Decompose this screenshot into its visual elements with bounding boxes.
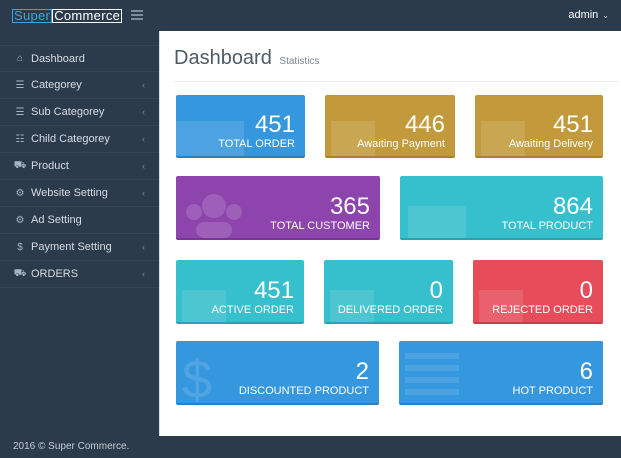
stat-card-total-customer[interactable]: 365 TOTAL CUSTOMER bbox=[176, 176, 380, 240]
sidebar-item-orders[interactable]: ⛟ ORDERS ‹ bbox=[0, 261, 159, 288]
sidebar-item-label: Dashboard bbox=[31, 52, 85, 65]
cart-icon: ⛟ bbox=[13, 159, 27, 171]
footer: 2016 © Super Commerce. bbox=[0, 436, 621, 458]
sidebar-item-label: Ad Setting bbox=[31, 214, 82, 226]
stat-card-total-order[interactable]: 451 TOTAL ORDER bbox=[176, 95, 305, 158]
stat-value: 6 bbox=[579, 358, 593, 385]
stat-card-total-product[interactable]: 864 TOTAL PRODUCT bbox=[400, 176, 603, 240]
dollar-icon: $ bbox=[17, 241, 23, 253]
list-bar-icon bbox=[405, 389, 459, 395]
stat-card-delivered-order[interactable]: 0 DELIVERED ORDER bbox=[324, 260, 453, 324]
sidebar-item-categorey[interactable]: ☰ Categorey ‹ bbox=[0, 72, 159, 99]
list-bar-icon bbox=[405, 353, 459, 359]
card-bg-icon bbox=[330, 290, 374, 322]
chevron-left-icon: ‹ bbox=[142, 107, 145, 117]
list-ul-icon: ☷ bbox=[15, 133, 25, 145]
cogs-icon: ⚙ bbox=[15, 214, 25, 226]
home-icon: ⌂ bbox=[16, 53, 24, 64]
brand-part-2: Commerce bbox=[52, 8, 123, 23]
sidebar-item-ad-setting[interactable]: ⚙ Ad Setting bbox=[0, 207, 159, 234]
sidebar-item-label: Categorey bbox=[31, 79, 82, 91]
stat-card-rejected-order[interactable]: 0 REJECTED ORDER bbox=[473, 260, 603, 324]
stat-label: TOTAL ORDER bbox=[218, 138, 295, 150]
stat-value: 0 bbox=[579, 277, 593, 304]
chevron-left-icon: ‹ bbox=[142, 242, 145, 252]
stat-card-hot-product[interactable]: 6 HOT PRODUCT bbox=[399, 341, 603, 405]
stat-label: REJECTED ORDER bbox=[492, 304, 593, 316]
sidebar-item-payment-setting[interactable]: $ Payment Setting ‹ bbox=[0, 234, 159, 261]
brand-part-1: Super bbox=[12, 8, 53, 23]
stat-value: 864 bbox=[552, 193, 593, 220]
dollar-icon: $ bbox=[182, 350, 213, 405]
sidebar-item-product[interactable]: ⛟ Product ‹ bbox=[0, 153, 159, 180]
top-navbar: Super Commerce admin ⌄ bbox=[0, 0, 621, 31]
chevron-left-icon: ‹ bbox=[142, 188, 145, 198]
page-title: Dashboard Statistics bbox=[174, 47, 319, 70]
chevron-down-icon: ⌄ bbox=[602, 11, 609, 20]
sidebar-item-child-categorey[interactable]: ☷ Child Categorey ‹ bbox=[0, 126, 159, 153]
sidebar-item-label: ORDERS bbox=[31, 268, 79, 280]
chevron-left-icon: ‹ bbox=[142, 269, 145, 279]
main-content: Dashboard Statistics 451 TOTAL ORDER 446… bbox=[159, 31, 621, 436]
stat-value: 0 bbox=[429, 277, 443, 304]
stat-value: 365 bbox=[329, 193, 370, 220]
page-subtitle: Statistics bbox=[279, 56, 320, 67]
list-bar-icon bbox=[405, 365, 459, 371]
stat-card-awaiting-delivery[interactable]: 451 Awaiting Delivery bbox=[475, 95, 603, 158]
stat-label: TOTAL CUSTOMER bbox=[270, 220, 370, 232]
chevron-left-icon: ‹ bbox=[142, 80, 145, 90]
sidebar-item-label: Child Categorey bbox=[31, 133, 110, 145]
stat-card-active-order[interactable]: 451 ACTIVE ORDER bbox=[176, 260, 304, 324]
stat-value: 2 bbox=[355, 358, 369, 385]
sidebar-item-website-setting[interactable]: ⚙ Website Setting ‹ bbox=[0, 180, 159, 207]
stat-label: Awaiting Delivery bbox=[508, 138, 593, 150]
sidebar-item-label: Payment Setting bbox=[31, 241, 112, 253]
menu-toggle-icon[interactable] bbox=[131, 10, 143, 20]
page-title-text: Dashboard bbox=[174, 47, 272, 69]
stat-value: 451 bbox=[253, 277, 294, 304]
cart-icon: ⛟ bbox=[13, 267, 27, 279]
sidebar-item-label: Sub Categorey bbox=[31, 106, 105, 118]
stat-label: TOTAL PRODUCT bbox=[501, 220, 593, 232]
card-bg-icon bbox=[408, 206, 466, 238]
card-bg-icon bbox=[331, 121, 375, 156]
card-bg-icon bbox=[479, 290, 523, 322]
brand-logo[interactable]: Super Commerce bbox=[12, 8, 123, 23]
sidebar: ⌂ Dashboard ☰ Categorey ‹ ☰ Sub Categore… bbox=[0, 31, 159, 436]
stat-label: ACTIVE ORDER bbox=[211, 304, 294, 316]
chevron-left-icon: ‹ bbox=[142, 161, 145, 171]
title-divider bbox=[174, 81, 618, 82]
stat-label: Awaiting Payment bbox=[357, 138, 445, 150]
chevron-left-icon: ‹ bbox=[142, 134, 145, 144]
sidebar-item-label: Product bbox=[31, 160, 69, 172]
stat-label: DISCOUNTED PRODUCT bbox=[238, 385, 369, 397]
user-menu[interactable]: admin ⌄ bbox=[568, 9, 609, 21]
stat-label: HOT PRODUCT bbox=[512, 385, 593, 397]
list-icon: ☰ bbox=[15, 79, 25, 91]
card-bg-icon bbox=[182, 290, 226, 322]
stat-card-awaiting-payment[interactable]: 446 Awaiting Payment bbox=[325, 95, 455, 158]
stat-value: 451 bbox=[552, 111, 593, 138]
sidebar-item-sub-categorey[interactable]: ☰ Sub Categorey ‹ bbox=[0, 99, 159, 126]
stat-card-discounted-product[interactable]: $ 2 DISCOUNTED PRODUCT bbox=[176, 341, 379, 405]
stat-label: DELIVERED ORDER bbox=[337, 304, 443, 316]
stat-value: 451 bbox=[254, 111, 295, 138]
list-icon: ☰ bbox=[15, 106, 25, 118]
footer-text: 2016 © Super Commerce. bbox=[13, 441, 130, 452]
card-bg-icon bbox=[481, 121, 525, 156]
list-bar-icon bbox=[405, 377, 459, 383]
card-bg-icon bbox=[176, 121, 244, 156]
stat-value: 446 bbox=[404, 111, 445, 138]
sidebar-item-label: Website Setting bbox=[31, 187, 108, 199]
users-icon bbox=[186, 194, 242, 238]
cogs-icon: ⚙ bbox=[15, 187, 25, 199]
sidebar-item-dashboard[interactable]: ⌂ Dashboard bbox=[0, 45, 159, 72]
user-name: admin bbox=[568, 9, 599, 21]
